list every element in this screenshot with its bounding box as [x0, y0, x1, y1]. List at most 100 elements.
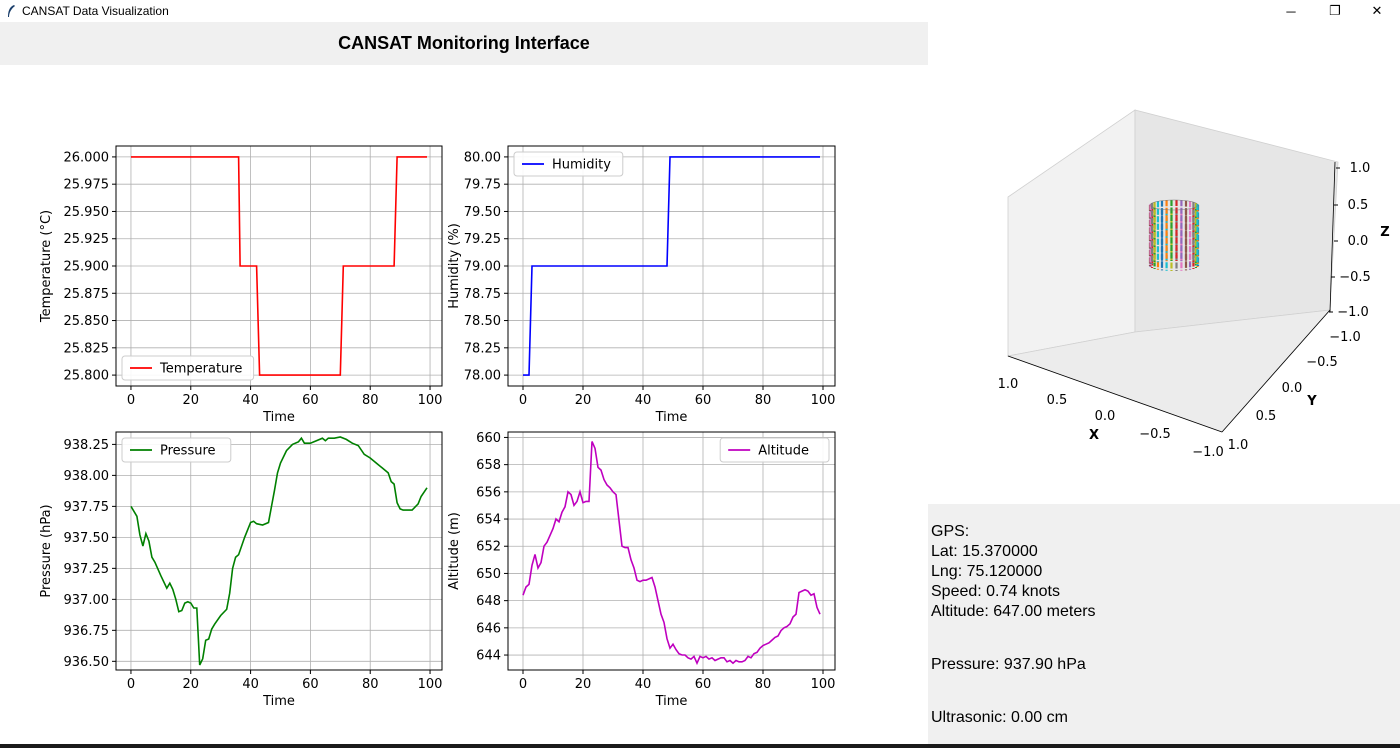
x-tick-label: 80: [362, 677, 379, 692]
y-tick-label: 937.75: [64, 500, 110, 515]
series-line: [522, 441, 821, 666]
y-tick-label: 660: [476, 431, 501, 446]
plot-3d-content: 1.00.50.0−0.5−1.0X−1.0−0.50.00.51.0Y1.00…: [998, 109, 1390, 460]
y-tick-label: 658: [476, 458, 501, 473]
y-axis-label: Altitude (m): [447, 512, 462, 590]
y-tick-label: 79.25: [464, 232, 501, 247]
x-tick-label: 80: [755, 677, 772, 692]
x-axis-label: Time: [655, 694, 688, 709]
close-button[interactable]: ✕: [1371, 3, 1383, 18]
x-tick-label: 100: [418, 677, 443, 692]
plot-frame: [507, 431, 836, 671]
x-axis-label: Time: [262, 694, 295, 709]
plot-3d: 1.00.50.0−0.5−1.0X−1.0−0.50.00.51.0Y1.00…: [998, 109, 1390, 460]
y-tick-label: 937.00: [64, 593, 110, 608]
x-tick-label: 100: [418, 393, 443, 408]
x-tick-label: 0: [127, 393, 135, 408]
app-header: CANSAT Monitoring Interface: [0, 22, 928, 65]
window-title: CANSAT Data Visualization: [22, 4, 169, 18]
y-tick-label: 648: [476, 594, 501, 609]
x-tick-label: 20: [575, 393, 592, 408]
y-axis-label: Temperature (°C): [39, 210, 54, 323]
x-tick-label: 60: [695, 393, 712, 408]
y-tick-label: 936.50: [64, 655, 110, 670]
minimize-button[interactable]: ─: [1286, 3, 1296, 19]
y3d-tick-label: −1.0: [1329, 330, 1361, 345]
gps-speed: Speed: 0.74 knots: [931, 583, 1060, 600]
taskbar-edge: [0, 744, 1400, 748]
y-tick-label: 78.25: [464, 341, 501, 356]
feather-icon: [8, 5, 15, 17]
x-tick-label: 20: [575, 677, 592, 692]
x-tick-label: 0: [127, 677, 135, 692]
x-tick-label: 80: [362, 393, 379, 408]
pane: [1007, 109, 1136, 357]
x3d-axis-label: X: [1089, 428, 1099, 443]
x-axis-label: Time: [262, 410, 295, 425]
x3d-tick-label: −0.5: [1139, 427, 1171, 442]
legend-label: Altitude: [758, 444, 809, 459]
pressure-readout: Pressure: 937.90 hPa: [931, 656, 1086, 673]
telemetry-panel: [928, 504, 1400, 745]
chart-area: 0 20 40 60 80 100 25.800 25.825 25.850 25.875 25.9…: [0, 65, 928, 745]
y-tick-label: 25.925: [64, 232, 110, 247]
y-tick-label: 25.875: [64, 287, 110, 302]
axis-line: [1221, 309, 1331, 433]
page-title: CANSAT Monitoring Interface: [338, 33, 590, 53]
cylinder-top: [1149, 199, 1199, 211]
y-tick-label: 938.00: [64, 469, 110, 484]
y-tick-label: 654: [476, 513, 501, 528]
cylinder-model: [1148, 199, 1200, 271]
x-tick-label: 80: [755, 393, 772, 408]
restore-button[interactable]: ❐: [1329, 3, 1341, 18]
y3d-tick-label: −0.5: [1306, 355, 1338, 370]
y-tick-label: 25.800: [64, 369, 110, 384]
y-tick-label: 78.50: [464, 314, 501, 329]
y-tick-label: 79.50: [464, 205, 501, 220]
z3d-tick-label: 0.0: [1348, 234, 1369, 249]
x-tick-label: 20: [182, 677, 199, 692]
plot-3d-panel: 1.0 0.5 0.0 −0.5 −1.0 X −1.0 −0.5 0.0 0.5 1.0 Y 1.0 0…: [928, 22, 1400, 504]
x-tick-label: 60: [302, 677, 319, 692]
chart-temperature: 0 20 40 60 80 100 25.800 25.825 25.850 25.875 25.9…: [39, 145, 443, 425]
series-line: [130, 436, 428, 666]
gps-altitude: Altitude: 647.00 meters: [931, 603, 1096, 620]
x3d-tick-label: 0.0: [1095, 409, 1116, 424]
x-tick-label: 40: [635, 393, 652, 408]
series-line: [131, 156, 427, 376]
x-tick-label: 100: [811, 677, 836, 692]
y-tick-label: 936.75: [64, 624, 110, 639]
y-tick-label: 25.900: [64, 260, 110, 275]
legend-label: Humidity: [552, 158, 611, 173]
y-tick-label: 937.25: [64, 562, 110, 577]
z3d-tick-label: −0.5: [1339, 270, 1371, 285]
z3d-axis-label: Z: [1380, 225, 1389, 240]
x-tick-label: 40: [242, 393, 259, 408]
series-line: [523, 156, 820, 376]
legend: Humidity: [513, 151, 624, 177]
y-tick-label: 26.000: [64, 150, 110, 165]
y-tick-label: 25.975: [64, 178, 110, 193]
gps-lng: Lng: 75.120000: [931, 563, 1043, 580]
legend-label: Pressure: [160, 444, 216, 459]
y-tick-label: 646: [476, 621, 501, 636]
charts-canvas: 0 20 40 60 80 100 25.800 25.825 25.850 25.875 25.9…: [39, 145, 836, 709]
y-tick-label: 78.75: [464, 287, 501, 302]
y-tick-label: 650: [476, 567, 501, 582]
legend-box: [719, 437, 830, 463]
legend: Temperature: [121, 355, 255, 381]
chart-altitude: 0 20 40 60 80 100 644 646 648 650 652 654 656 658 660 T…: [447, 431, 836, 709]
y3d-tick-label: 0.0: [1282, 381, 1303, 396]
y-tick-label: 25.850: [64, 314, 110, 329]
gps-heading: GPS:: [931, 523, 970, 540]
x-tick-label: 60: [302, 393, 319, 408]
ultrasonic-readout: Ultrasonic: 0.00 cm: [931, 709, 1068, 726]
y-tick-label: 78.00: [464, 369, 501, 384]
y-tick-label: 80.00: [464, 150, 501, 165]
y-tick-label: 79.00: [464, 260, 501, 275]
z3d-tick-label: 1.0: [1350, 161, 1371, 176]
y-tick-label: 937.50: [64, 531, 110, 546]
chart-humidity: 0 20 40 60 80 100 78.00 78.25 78.50 78.75 79.00 79.…: [447, 145, 836, 425]
x-tick-label: 60: [695, 677, 712, 692]
x3d-tick-label: 1.0: [998, 377, 1019, 392]
